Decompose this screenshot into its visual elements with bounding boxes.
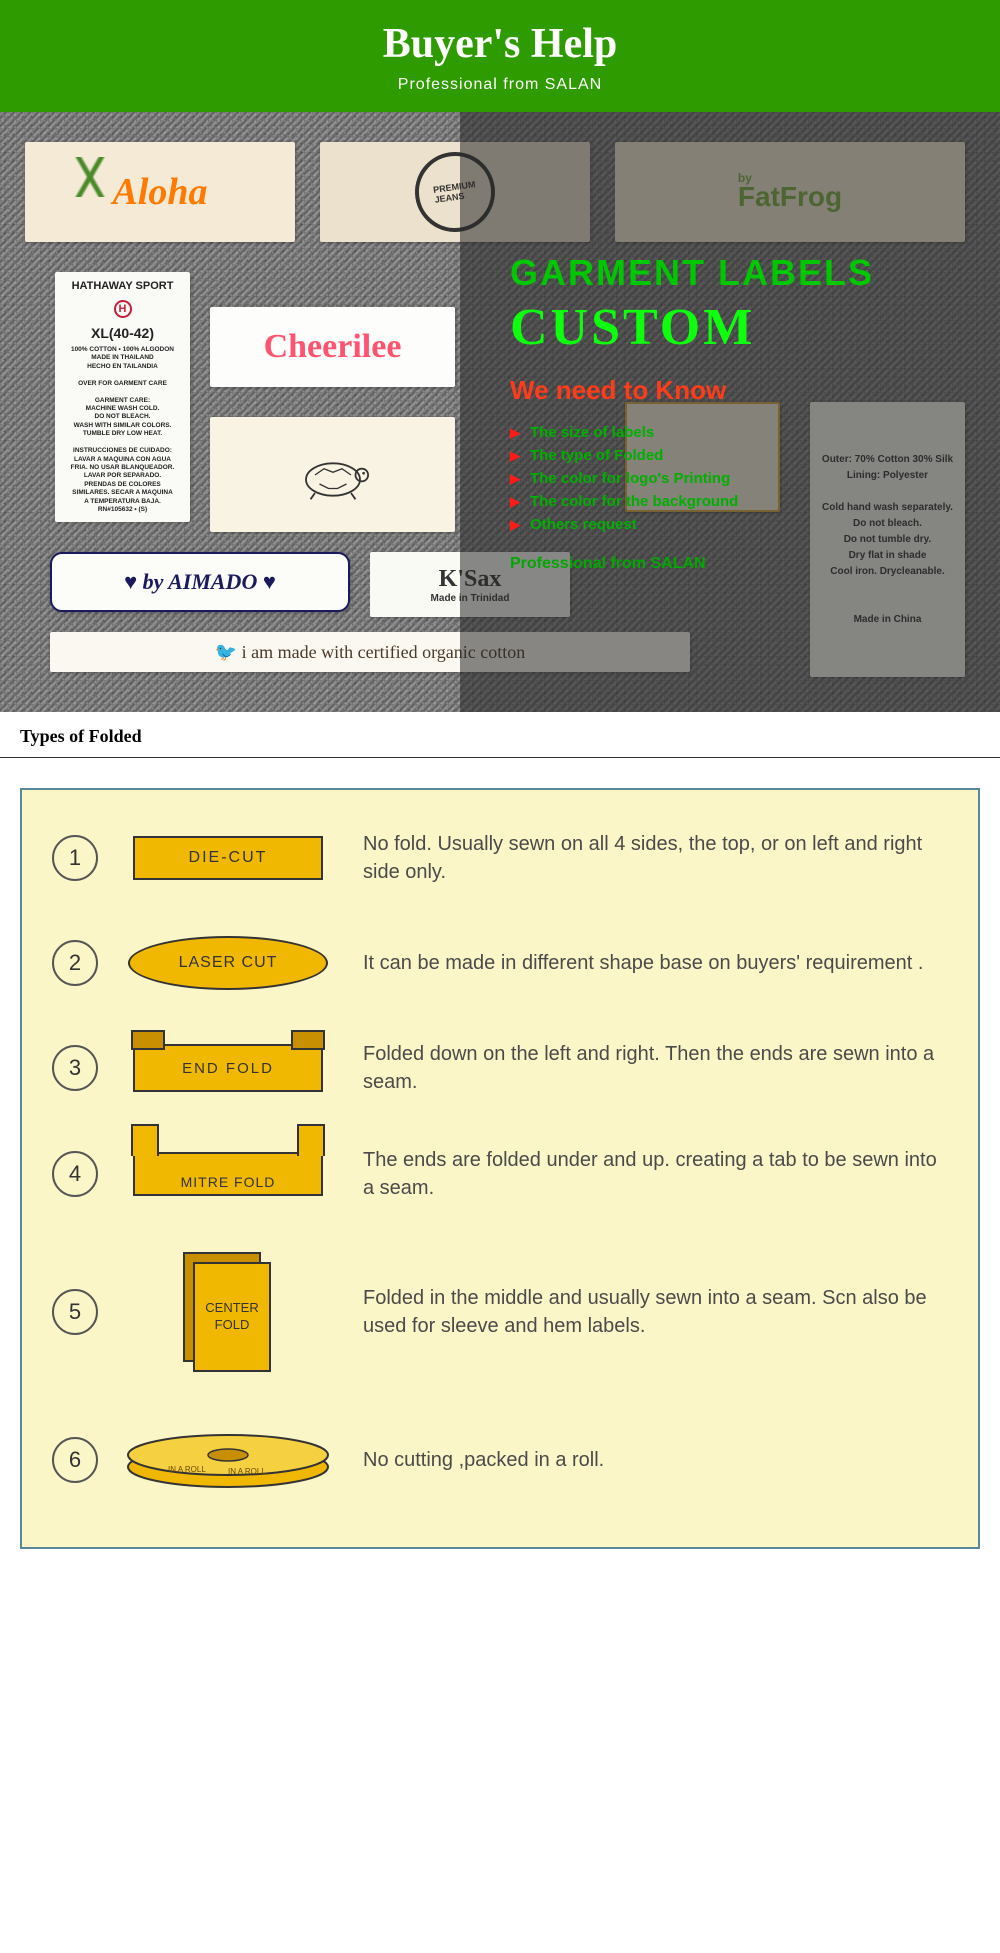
fold-description: The ends are folded under and up. creati… <box>333 1146 948 1202</box>
overlay-item: The size of labels <box>510 424 960 441</box>
fold-number: 3 <box>52 1045 98 1091</box>
svg-text:IN A ROLL: IN A ROLL <box>228 1467 266 1476</box>
fold-row: 3 END FOLDFolded down on the left and rig… <box>52 1040 948 1096</box>
overlay-item: The color for the background <box>510 493 960 510</box>
fold-shape: LASER CUT <box>123 936 333 990</box>
svg-text:IN A ROLL: IN A ROLL <box>168 1465 206 1474</box>
sample-label-turtle <box>210 417 455 532</box>
overlay-list: The size of labels The type of Folded Th… <box>510 424 960 533</box>
fold-description: No fold. Usually sewn on all 4 sides, th… <box>333 830 948 886</box>
fold-row: 2 LASER CUTIt can be made in different sh… <box>52 936 948 990</box>
fold-shape-mitre: MITRE FOLD <box>133 1152 323 1196</box>
fold-shape: END FOLD <box>123 1044 333 1092</box>
overlay-heading-1: GARMENT LABELS <box>510 252 960 294</box>
fold-shape-endfold: END FOLD <box>133 1044 323 1092</box>
fold-shape-center: CENTER FOLD <box>183 1252 273 1372</box>
hathaway-body: 100% COTTON • 100% ALGODON MADE IN THAIL… <box>71 346 175 515</box>
header-banner: Buyer's Help Professional from SALAN <box>0 0 1000 112</box>
fold-row: 4 MITRE FOLDThe ends are folded under and… <box>52 1146 948 1202</box>
fold-number: 4 <box>52 1151 98 1197</box>
fold-types-panel: 1 DIE-CUTNo fold. Usually sewn on all 4 s… <box>20 788 980 1549</box>
fold-description: It can be made in different shape base o… <box>333 949 948 977</box>
fold-shape-rect: DIE-CUT <box>133 836 323 880</box>
section-title: Types of Folded <box>0 712 1000 758</box>
overlay-heading-3: We need to Know <box>510 375 960 406</box>
turtle-icon <box>288 440 378 510</box>
fold-number: 2 <box>52 940 98 986</box>
fold-shape: IN A ROLL IN A ROLL <box>123 1422 333 1497</box>
page-subtitle: Professional from SALAN <box>0 76 1000 94</box>
fold-row: 6 IN A ROLL IN A ROLL No cutting ,packed in… <box>52 1422 948 1497</box>
fold-number: 1 <box>52 835 98 881</box>
label-collage: Aloha PREMIUMJEANS byFatFrog HATHAWAY SP… <box>0 112 1000 712</box>
page-title: Buyer's Help <box>0 20 1000 68</box>
sample-label-aimado: ♥ by AIMADO ♥ <box>50 552 350 612</box>
fold-row: 5 CENTER FOLD Folded in the middle and usu… <box>52 1252 948 1372</box>
fold-description: No cutting ,packed in a roll. <box>333 1446 948 1474</box>
overlay-footer: Professional from SALAN <box>510 555 960 573</box>
fold-shape: CENTER FOLD <box>123 1252 333 1372</box>
overlay-item: The type of Folded <box>510 447 960 464</box>
fold-description: Folded down on the left and right. Then … <box>333 1040 948 1096</box>
fold-shape: DIE-CUT <box>123 836 333 880</box>
overlay-item: The color for logo's Printing <box>510 470 960 487</box>
overlay-heading-2: CUSTOM <box>510 298 960 357</box>
sample-label-aloha: Aloha <box>25 142 295 242</box>
overlay-panel: GARMENT LABELS CUSTOM We need to Know Th… <box>460 112 1000 712</box>
sample-label-hathaway: HATHAWAY SPORT H XL(40-42) 100% COTTON •… <box>55 272 190 522</box>
fold-shape-ellipse: LASER CUT <box>128 936 328 990</box>
fold-description: Folded in the middle and usually sewn in… <box>333 1284 948 1340</box>
fold-number: 5 <box>52 1289 98 1335</box>
overlay-item: Others request <box>510 516 960 533</box>
fold-row: 1 DIE-CUTNo fold. Usually sewn on all 4 s… <box>52 830 948 886</box>
fold-number: 6 <box>52 1437 98 1483</box>
fold-shape-roll: IN A ROLL IN A ROLL <box>123 1422 333 1497</box>
sample-label-cheerilee: Cheerilee <box>210 307 455 387</box>
fold-shape: MITRE FOLD <box>123 1152 333 1196</box>
